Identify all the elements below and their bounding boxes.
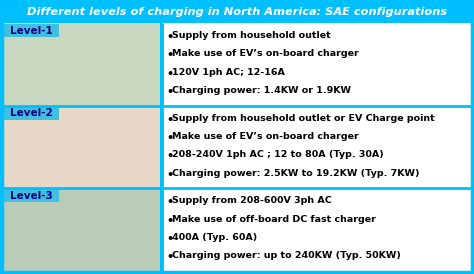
FancyBboxPatch shape (3, 107, 59, 120)
Text: Charging power: up to 240KW (Typ. 50KW): Charging power: up to 240KW (Typ. 50KW) (172, 251, 401, 260)
Text: •: • (166, 86, 173, 99)
Text: Supply from household outlet: Supply from household outlet (172, 31, 331, 40)
Text: Make use of off-board DC fast charger: Make use of off-board DC fast charger (172, 215, 376, 224)
Text: 400A (Typ. 60A): 400A (Typ. 60A) (172, 233, 257, 242)
Text: •: • (166, 49, 173, 62)
FancyBboxPatch shape (2, 188, 160, 271)
Text: Charging power: 2.5KW to 19.2KW (Typ. 7KW): Charging power: 2.5KW to 19.2KW (Typ. 7K… (172, 169, 419, 178)
FancyBboxPatch shape (2, 23, 160, 106)
Text: Different levels of charging in North America: SAE configurations: Different levels of charging in North Am… (27, 7, 447, 17)
Text: •: • (166, 31, 173, 44)
FancyBboxPatch shape (2, 2, 472, 22)
Text: •: • (166, 114, 173, 127)
FancyBboxPatch shape (162, 188, 472, 271)
Text: Make use of EV’s on-board charger: Make use of EV’s on-board charger (172, 49, 359, 58)
Text: •: • (166, 251, 173, 264)
Text: Make use of EV’s on-board charger: Make use of EV’s on-board charger (172, 132, 359, 141)
Text: Level-3: Level-3 (9, 191, 52, 201)
Text: Supply from 208-600V 3ph AC: Supply from 208-600V 3ph AC (172, 196, 332, 205)
Text: •: • (166, 169, 173, 182)
FancyBboxPatch shape (3, 24, 59, 37)
Text: •: • (166, 215, 173, 228)
Text: •: • (166, 196, 173, 209)
Text: •: • (166, 233, 173, 246)
FancyBboxPatch shape (3, 189, 59, 202)
Text: 120V 1ph AC; 12-16A: 120V 1ph AC; 12-16A (172, 68, 285, 77)
Text: Charging power: 1.4KW or 1.9KW: Charging power: 1.4KW or 1.9KW (172, 86, 351, 95)
FancyBboxPatch shape (2, 106, 160, 188)
Text: 208-240V 1ph AC ; 12 to 80A (Typ. 30A): 208-240V 1ph AC ; 12 to 80A (Typ. 30A) (172, 150, 384, 159)
Text: Level-2: Level-2 (9, 108, 52, 118)
Text: •: • (166, 68, 173, 81)
FancyBboxPatch shape (162, 23, 472, 106)
Text: •: • (166, 132, 173, 145)
FancyBboxPatch shape (162, 106, 472, 188)
Text: Level-1: Level-1 (9, 25, 52, 36)
Text: Supply from household outlet or EV Charge point: Supply from household outlet or EV Charg… (172, 114, 435, 123)
Text: •: • (166, 150, 173, 163)
FancyBboxPatch shape (2, 2, 472, 272)
